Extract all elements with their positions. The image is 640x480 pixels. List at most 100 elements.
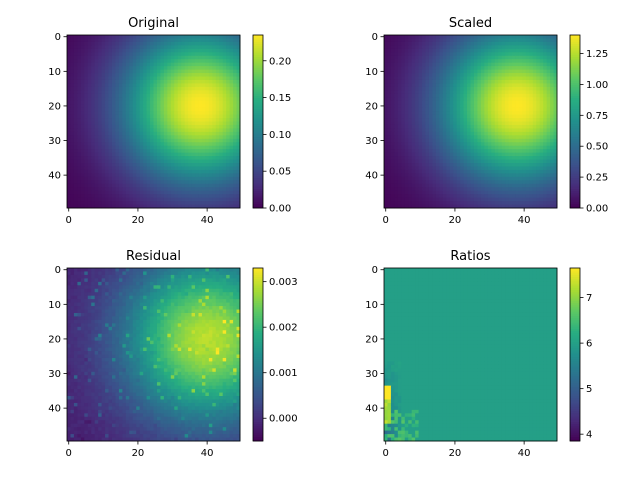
heatmap-cell (428, 73, 433, 77)
heatmap-cell (91, 163, 96, 167)
heatmap-cell (484, 107, 489, 112)
heatmap-cell (525, 69, 530, 74)
heatmap-cell (477, 118, 482, 122)
heatmap-cell (494, 118, 499, 122)
heatmap-cell (404, 183, 409, 188)
heatmap-cell (449, 159, 454, 164)
heatmap-cell (77, 173, 82, 178)
heatmap-cell (87, 111, 92, 116)
heatmap-cell (98, 190, 103, 195)
heatmap-cell (94, 83, 99, 88)
heatmap-cell (384, 79, 388, 84)
heatmap-cell (111, 166, 116, 171)
heatmap-cell (153, 79, 158, 84)
heatmap-cell (146, 180, 151, 185)
heatmap-cell (201, 204, 206, 209)
heatmap-cell (156, 52, 161, 57)
heatmap-cell (67, 62, 71, 67)
heatmap-cell (111, 138, 116, 143)
heatmap-cell (536, 35, 541, 39)
heatmap-cell (467, 169, 471, 174)
heatmap-cell (73, 156, 78, 161)
heatmap-cell (453, 73, 458, 77)
heatmap-cell (446, 128, 451, 133)
heatmap-cell (494, 194, 499, 199)
heatmap-cell (198, 100, 203, 105)
heatmap-cell (91, 149, 96, 154)
heatmap-cell (411, 135, 416, 140)
heatmap-cell (115, 38, 120, 43)
heatmap-cell (129, 128, 134, 133)
heatmap-cell (87, 187, 92, 192)
heatmap-cell (404, 176, 409, 181)
heatmap-cell (233, 121, 237, 126)
heatmap-cell (208, 135, 213, 140)
heatmap-cell (428, 93, 433, 98)
heatmap-cell (236, 124, 241, 129)
heatmap-cell (136, 183, 141, 188)
heatmap-cell (422, 45, 426, 50)
heatmap-cell (195, 176, 199, 181)
heatmap-cell (484, 121, 489, 126)
heatmap-cell (460, 128, 465, 133)
heatmap-cell (432, 149, 437, 154)
heatmap-cell (122, 59, 127, 64)
heatmap-cell (105, 169, 109, 174)
heatmap-cell (163, 73, 168, 77)
heatmap-cell (473, 97, 478, 102)
heatmap-cell (390, 59, 395, 64)
heatmap-cell (163, 124, 168, 129)
heatmap-cell (136, 187, 141, 192)
heatmap-cell (418, 118, 423, 122)
heatmap-cell (129, 159, 134, 164)
heatmap-cell (422, 124, 426, 129)
heatmap-cell (222, 48, 227, 53)
heatmap-cell (136, 97, 141, 102)
heatmap-cell (515, 83, 520, 88)
heatmap-cell (198, 35, 203, 39)
heatmap-cell (188, 93, 193, 98)
heatmap-cell (546, 90, 551, 95)
heatmap-cell (453, 149, 458, 154)
heatmap-cell (470, 156, 475, 161)
heatmap-cell (397, 131, 402, 136)
heatmap-cell (150, 190, 154, 195)
heatmap-cell (425, 187, 430, 192)
heatmap-cell (512, 166, 516, 171)
heatmap-cell (449, 163, 454, 167)
heatmap-cell (226, 138, 231, 143)
heatmap-cell (477, 159, 482, 164)
heatmap-cell (170, 104, 175, 109)
heatmap-cell (470, 73, 475, 77)
heatmap-cell (156, 59, 161, 64)
heatmap-cell (153, 118, 158, 122)
heatmap-cell (529, 145, 534, 150)
heatmap-cell (160, 73, 165, 77)
heatmap-cell (73, 66, 78, 71)
heatmap-cell (397, 66, 402, 71)
heatmap-cell (550, 166, 554, 171)
heatmap-cell (181, 204, 186, 209)
heatmap-cell (80, 131, 85, 136)
heatmap-cell (484, 83, 489, 88)
heatmap-cell (553, 104, 558, 109)
heatmap-cell (170, 52, 175, 57)
heatmap-cell (80, 187, 85, 192)
heatmap-cell (480, 35, 485, 39)
heatmap-cell (439, 138, 444, 143)
heatmap-cell (139, 100, 144, 105)
heatmap-cell (215, 90, 220, 95)
heatmap-cell (233, 156, 237, 161)
heatmap-cell (111, 41, 116, 46)
heatmap-cell (456, 149, 461, 154)
heatmap-cell (143, 131, 148, 136)
heatmap-cell (222, 187, 227, 192)
colorbar-step (253, 108, 263, 112)
heatmap-cell (233, 62, 237, 67)
heatmap-cell (156, 190, 161, 195)
heatmap-cell (233, 83, 237, 88)
heatmap-cell (480, 114, 485, 119)
heatmap-cell (132, 90, 137, 95)
heatmap-cell (191, 201, 196, 205)
heatmap-cell (446, 41, 451, 46)
